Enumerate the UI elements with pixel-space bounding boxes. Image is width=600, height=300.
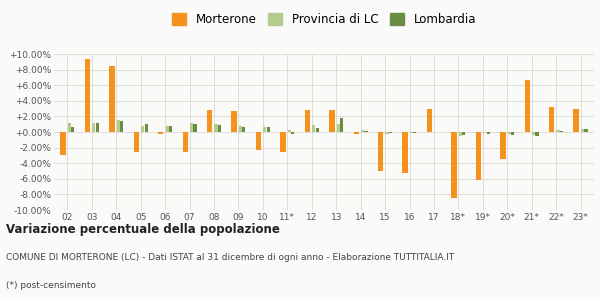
Bar — [95, 123, 99, 132]
Bar — [85, 59, 90, 132]
Bar — [584, 129, 587, 132]
Bar — [291, 132, 295, 134]
Bar — [68, 123, 71, 132]
Bar — [413, 132, 416, 133]
Bar — [288, 130, 291, 132]
Bar — [364, 131, 368, 132]
Bar — [305, 110, 310, 132]
Bar — [556, 130, 560, 132]
Bar — [256, 132, 261, 150]
Bar — [109, 66, 115, 132]
Bar — [337, 124, 340, 132]
Bar — [218, 125, 221, 132]
Bar — [242, 127, 245, 132]
Bar — [353, 132, 359, 134]
Bar — [145, 124, 148, 132]
Bar — [385, 132, 389, 134]
Bar — [532, 132, 535, 135]
Bar — [329, 110, 335, 132]
Bar — [116, 120, 120, 132]
Bar — [560, 131, 563, 132]
Text: Variazione percentuale della popolazione: Variazione percentuale della popolazione — [6, 224, 280, 236]
Bar — [535, 132, 539, 136]
Bar — [166, 126, 169, 132]
Bar — [500, 132, 506, 158]
Bar — [190, 123, 193, 132]
Bar — [92, 123, 95, 132]
Bar — [280, 132, 286, 152]
Bar — [476, 132, 481, 180]
Bar — [134, 132, 139, 152]
Bar — [389, 132, 392, 133]
Bar — [511, 132, 514, 135]
Bar — [232, 111, 237, 132]
Bar — [410, 132, 413, 133]
Bar — [193, 124, 197, 132]
Bar — [549, 107, 554, 132]
Bar — [378, 132, 383, 171]
Bar — [487, 132, 490, 134]
Bar — [403, 132, 408, 173]
Bar — [459, 132, 462, 136]
Bar — [158, 132, 163, 134]
Bar — [508, 132, 511, 134]
Bar — [524, 80, 530, 132]
Bar — [427, 109, 432, 132]
Bar — [340, 118, 343, 132]
Bar — [169, 126, 172, 132]
Bar — [263, 127, 266, 132]
Bar — [581, 129, 584, 132]
Bar — [239, 126, 242, 132]
Text: (*) post-censimento: (*) post-censimento — [6, 280, 96, 290]
Bar — [462, 132, 466, 135]
Bar — [71, 127, 74, 132]
Legend: Morterone, Provincia di LC, Lombardia: Morterone, Provincia di LC, Lombardia — [172, 13, 476, 26]
Bar — [141, 126, 144, 132]
Bar — [483, 132, 487, 133]
Bar — [61, 132, 66, 155]
Bar — [574, 109, 579, 132]
Bar — [207, 110, 212, 132]
Bar — [182, 132, 188, 152]
Bar — [312, 125, 316, 132]
Bar — [214, 124, 218, 132]
Bar — [451, 132, 457, 198]
Bar — [120, 121, 123, 132]
Bar — [361, 130, 364, 132]
Bar — [267, 127, 270, 132]
Bar — [316, 128, 319, 132]
Text: COMUNE DI MORTERONE (LC) - Dati ISTAT al 31 dicembre di ogni anno - Elaborazione: COMUNE DI MORTERONE (LC) - Dati ISTAT al… — [6, 254, 454, 262]
